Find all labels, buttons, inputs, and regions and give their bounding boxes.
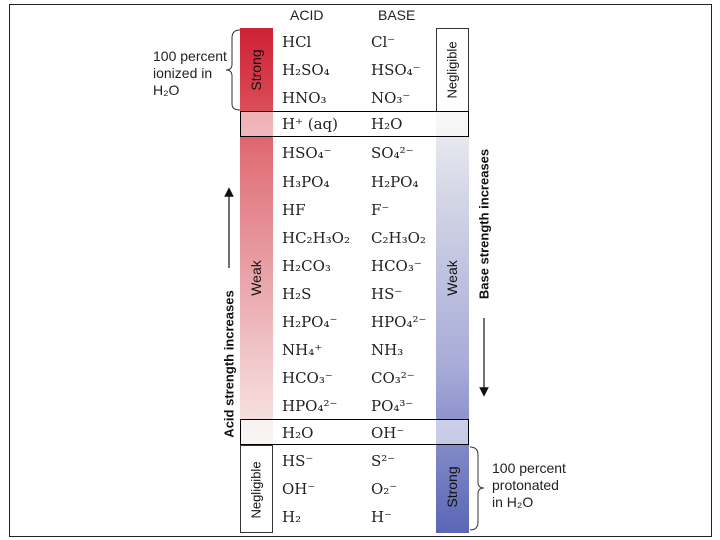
base-cell: H⁻ [371,508,392,526]
acid-cell: H₂CO₃ [282,257,331,275]
acid-cell: H⁺ (aq) [282,115,339,133]
base-cell: PO₄³⁻ [371,397,414,415]
base-cell: NO₃⁻ [371,89,411,107]
acid-negligible-box [240,445,273,533]
slide-frame [9,4,712,537]
acid-cell: HSO₄⁻ [282,144,332,162]
base-cell: HPO₄²⁻ [371,313,427,331]
acid-cell: H₂SO₄ [282,61,330,79]
base-header: BASE [378,7,416,23]
acid-cell: HS⁻ [282,452,314,470]
acid-cell: OH⁻ [282,480,316,498]
base-negligible-box [436,28,469,112]
base-cell: C₂H₃O₂ [371,229,426,247]
left-note: 100 percent ionized in H₂O [153,48,227,98]
base-cell: O₂⁻ [371,480,398,498]
base-cell: NH₃ [371,341,404,359]
right-note: 100 percent protonated in H₂O [492,460,566,510]
acid-cell: NH₄⁺ [282,341,323,359]
base-cell: S²⁻ [371,452,396,470]
base-gradient-bar [436,112,469,533]
acid-cell: HPO₄²⁻ [282,397,338,415]
acid-cell: H₂S [282,285,312,303]
base-cell: HSO₄⁻ [371,61,421,79]
right-bracket [469,446,485,531]
base-cell: CO₃²⁻ [371,369,415,387]
acid-cell: H₂PO₄⁻ [282,313,338,331]
base-cell: SO₄²⁻ [371,144,414,162]
acid-header: ACID [290,7,324,23]
acid-cell: HCl [282,33,312,51]
hydronium-row-box [240,111,469,137]
base-cell: H₂PO₄ [371,173,419,191]
left-bracket [225,29,241,111]
acid-cell: HNO₃ [282,89,327,107]
acid-cell: HF [282,201,306,219]
base-cell: H₂O [371,115,403,133]
base-cell: Cl⁻ [371,33,396,51]
acid-cell: HCO₃⁻ [282,369,333,387]
water-row-box [240,419,469,445]
base-cell: F⁻ [371,201,390,219]
acid-cell: H₂O [282,424,314,442]
acid-cell: H₂ [282,508,302,526]
base-cell: HS⁻ [371,285,403,303]
base-cell: HCO₃⁻ [371,257,422,275]
base-cell: OH⁻ [371,424,405,442]
acid-cell: H₃PO₄ [282,173,330,191]
acid-cell: HC₂H₃O₂ [282,229,350,247]
